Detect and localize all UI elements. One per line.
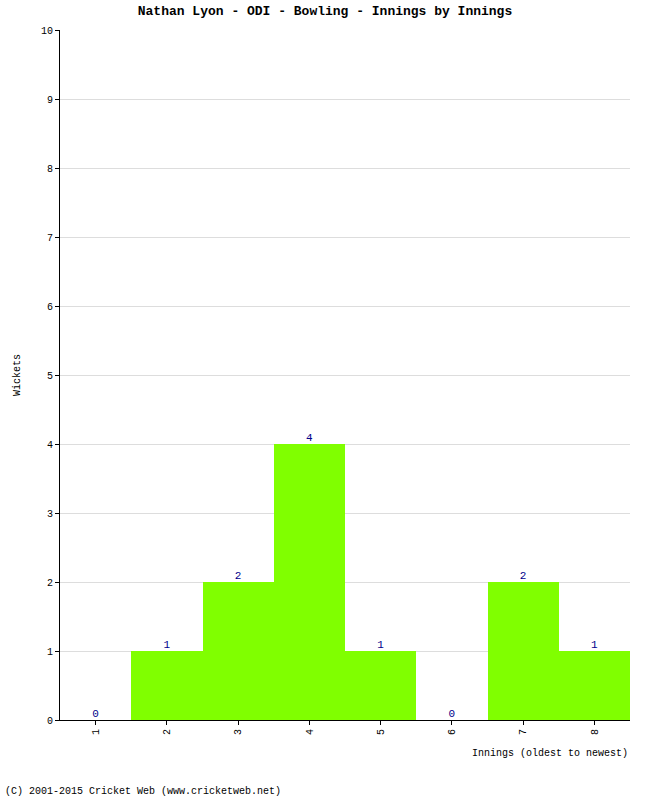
svg-text:0: 0 bbox=[449, 708, 456, 720]
svg-text:1: 1 bbox=[91, 729, 102, 735]
svg-text:Wickets: Wickets bbox=[12, 354, 23, 396]
svg-text:1: 1 bbox=[47, 647, 53, 658]
svg-text:7: 7 bbox=[518, 729, 529, 735]
svg-text:3: 3 bbox=[47, 509, 53, 520]
svg-text:4: 4 bbox=[306, 432, 313, 444]
svg-text:7: 7 bbox=[47, 233, 53, 244]
svg-text:8: 8 bbox=[590, 729, 601, 735]
svg-text:1: 1 bbox=[164, 639, 171, 651]
svg-text:6: 6 bbox=[47, 302, 53, 313]
svg-text:5: 5 bbox=[47, 371, 53, 382]
svg-text:8: 8 bbox=[47, 164, 53, 175]
svg-text:1: 1 bbox=[377, 639, 384, 651]
svg-text:4: 4 bbox=[47, 440, 53, 451]
svg-text:Nathan Lyon - ODI - Bowling -: Nathan Lyon - ODI - Bowling - Innings by… bbox=[138, 4, 513, 19]
svg-text:5: 5 bbox=[376, 729, 387, 735]
svg-text:0: 0 bbox=[47, 716, 53, 727]
svg-text:2: 2 bbox=[235, 570, 242, 582]
svg-text:10: 10 bbox=[41, 26, 53, 37]
svg-text:(C) 2001-2015 Cricket Web (www: (C) 2001-2015 Cricket Web (www.cricketwe… bbox=[5, 786, 281, 797]
svg-text:3: 3 bbox=[233, 729, 244, 735]
svg-text:2: 2 bbox=[162, 729, 173, 735]
svg-text:2: 2 bbox=[520, 570, 527, 582]
svg-text:4: 4 bbox=[305, 729, 316, 735]
svg-text:2: 2 bbox=[47, 578, 53, 589]
svg-text:0: 0 bbox=[92, 708, 99, 720]
svg-text:9: 9 bbox=[47, 95, 53, 106]
svg-text:6: 6 bbox=[447, 729, 458, 735]
svg-text:1: 1 bbox=[591, 639, 598, 651]
svg-text:Innings (oldest to newest): Innings (oldest to newest) bbox=[472, 748, 628, 759]
